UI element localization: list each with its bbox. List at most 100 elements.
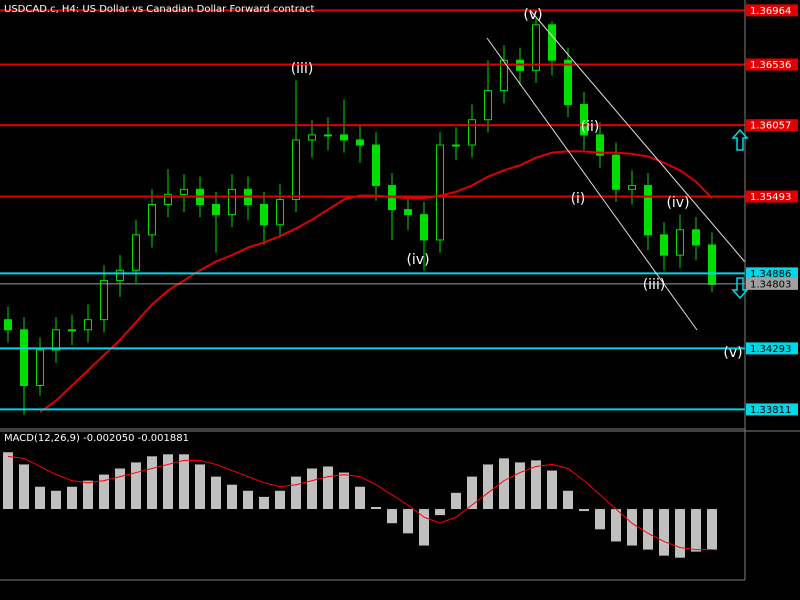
- macd-bar: [579, 509, 589, 512]
- marks-layer: [0, 9, 745, 558]
- candle-body: [100, 279, 108, 321]
- macd-bar: [691, 509, 701, 552]
- macd-bar: [131, 462, 141, 510]
- level-tag: [746, 403, 798, 416]
- channel-line: [486, 37, 698, 331]
- channel-line: [529, 9, 746, 263]
- candle-body: [500, 59, 508, 92]
- candle-body: [84, 319, 92, 331]
- macd-bar: [547, 470, 557, 510]
- candle-body: [628, 185, 636, 190]
- candle-body: [532, 24, 540, 71]
- macd-bar: [563, 490, 573, 510]
- level-label: 1.36536: [750, 60, 791, 71]
- candle-body: [580, 104, 588, 136]
- chart-title: USDCAD.c, H4: US Dollar vs Canadian Doll…: [4, 4, 314, 15]
- macd-bar: [531, 460, 541, 510]
- macd-bar: [83, 480, 93, 510]
- level-label: 1.36057: [750, 121, 791, 132]
- candle-body: [404, 209, 412, 216]
- macd-bar: [499, 458, 509, 510]
- candle-body: [4, 319, 12, 331]
- macd-bar: [147, 456, 157, 510]
- candle-body: [52, 329, 60, 351]
- candle-body: [36, 349, 44, 386]
- candle-body: [596, 134, 604, 156]
- candle-body: [564, 59, 572, 106]
- macd-bar: [179, 454, 189, 510]
- candle-body: [116, 269, 124, 281]
- macd-bar: [515, 462, 525, 510]
- axis-layer: 1.36964 1.36536 1.36057 1.35493 1.348861.348…: [746, 4, 798, 416]
- wave-label: (iii): [643, 277, 666, 293]
- macd-bar: [483, 464, 493, 510]
- wave-label: (v): [723, 345, 742, 361]
- candle-body: [612, 154, 620, 190]
- macd-bar: [339, 472, 349, 510]
- wave-label: (i): [571, 191, 586, 207]
- level-tag: [746, 190, 798, 203]
- candle-body: [260, 204, 268, 226]
- macd-bar: [419, 509, 429, 546]
- macd-bar: [595, 509, 605, 530]
- level-tag: [746, 277, 798, 290]
- candle-body: [132, 234, 140, 271]
- candle-body: [148, 204, 156, 236]
- candle-body: [180, 188, 188, 195]
- macd-bar: [707, 509, 717, 550]
- price-axis: [745, 0, 800, 600]
- macd-bar: [435, 509, 445, 516]
- candle-body: [164, 193, 172, 206]
- macd-bar: [323, 466, 333, 510]
- macd-bar: [643, 509, 653, 550]
- candle-body: [308, 134, 316, 141]
- macd-bar: [99, 474, 109, 510]
- candle-body: [372, 144, 380, 187]
- wave-label: (iii): [291, 61, 314, 77]
- level-label: 1.33811: [750, 405, 791, 416]
- macd-bar: [243, 490, 253, 510]
- level-tag: [746, 119, 798, 132]
- buy-arrow: [731, 128, 749, 151]
- macd-bar: [115, 468, 125, 510]
- macd-bar: [291, 476, 301, 510]
- macd-bar: [387, 509, 397, 524]
- signal-line: [7, 455, 712, 551]
- candle-body: [452, 144, 460, 147]
- candle-body: [212, 204, 220, 216]
- wave-label: (iv): [406, 252, 429, 268]
- candle-body: [692, 229, 700, 246]
- candle-body: [292, 139, 300, 200]
- level-label: 1.34293: [750, 344, 791, 355]
- level-tag: [746, 58, 798, 71]
- candle-body: [484, 90, 492, 121]
- candle-body: [356, 139, 364, 146]
- macd-bar: [451, 492, 461, 510]
- level-label: 1.36964: [750, 6, 791, 17]
- candle-body: [660, 234, 668, 256]
- level-label: 1.34803: [750, 279, 791, 290]
- candle-body: [68, 329, 76, 332]
- candle-body: [20, 329, 28, 386]
- macd-bar: [259, 496, 269, 510]
- macd-bar: [19, 464, 29, 510]
- candle-body: [420, 214, 428, 241]
- candle-body: [676, 229, 684, 256]
- candle-body: [324, 134, 332, 137]
- macd-bar: [675, 509, 685, 558]
- macd-bar: [307, 468, 317, 510]
- sell-arrow: [731, 277, 749, 300]
- macd-bar: [659, 509, 669, 556]
- macd-bar: [227, 484, 237, 510]
- candle-body: [340, 134, 348, 141]
- macd-bar: [211, 476, 221, 510]
- macd-bar: [467, 476, 477, 510]
- candle-body: [276, 198, 284, 226]
- level-label: 1.34886: [750, 269, 791, 280]
- macd-bar: [35, 486, 45, 510]
- level-tag: [746, 342, 798, 355]
- candle-body: [708, 244, 716, 285]
- macd-bar: [195, 464, 205, 510]
